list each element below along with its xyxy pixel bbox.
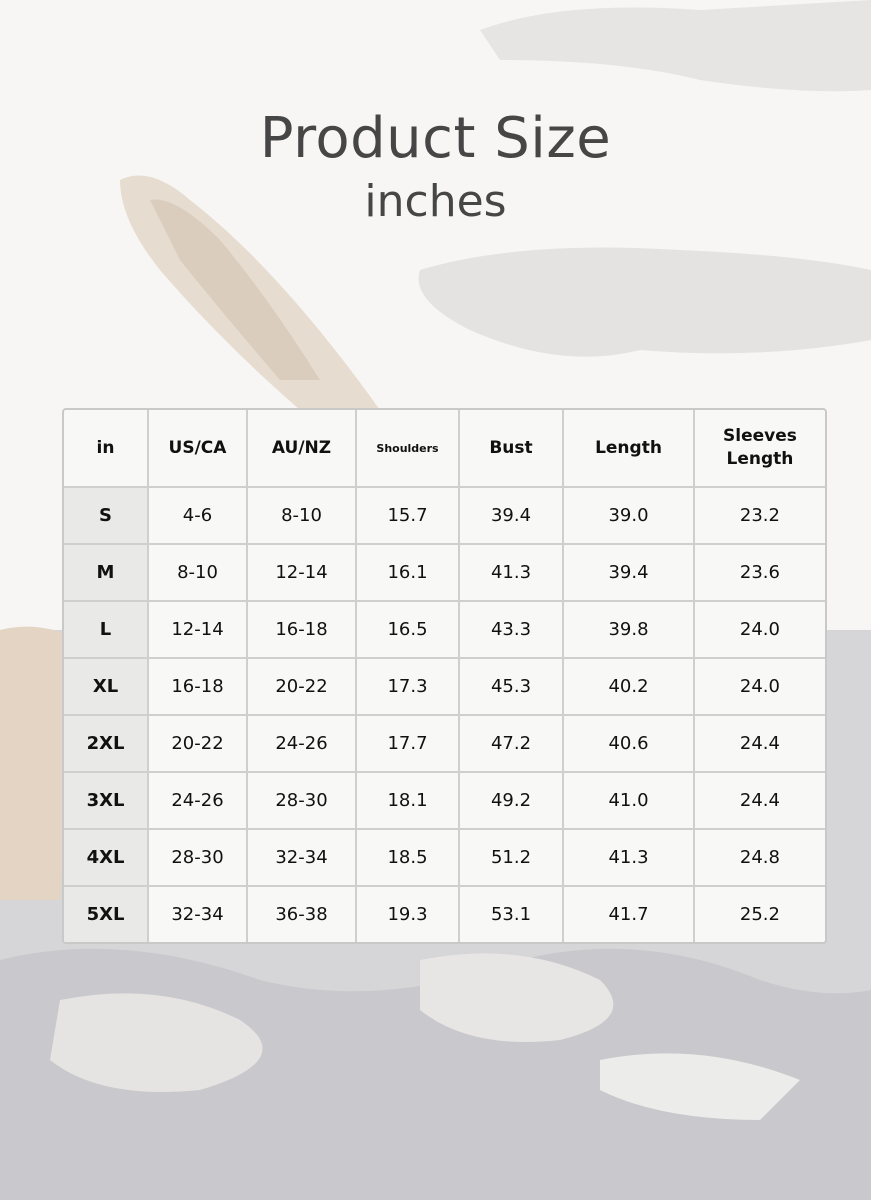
cell-bust: 41.3 — [460, 545, 564, 602]
cell-shoulders: 17.3 — [357, 659, 460, 716]
page-title: Product Size — [259, 106, 612, 171]
cell-size: XL — [64, 659, 149, 716]
cell-bust: 39.4 — [460, 488, 564, 545]
cell-bust: 51.2 — [460, 830, 564, 887]
cell-bust: 45.3 — [460, 659, 564, 716]
cell-us-ca: 24-26 — [149, 773, 248, 830]
header-au-nz: AU/NZ — [248, 410, 357, 488]
cell-size: 4XL — [64, 830, 149, 887]
header-unit: in — [64, 410, 149, 488]
cell-sleeves-length: 23.2 — [695, 488, 825, 545]
cell-us-ca: 20-22 — [149, 716, 248, 773]
cell-sleeves-length: 24.8 — [695, 830, 825, 887]
cell-shoulders: 18.1 — [357, 773, 460, 830]
cell-au-nz: 28-30 — [248, 773, 357, 830]
cell-bust: 53.1 — [460, 887, 564, 942]
cell-us-ca: 28-30 — [149, 830, 248, 887]
cell-au-nz: 16-18 — [248, 602, 357, 659]
cell-size: 2XL — [64, 716, 149, 773]
table-row: 2XL 20-22 24-26 17.7 47.2 40.6 24.4 — [64, 716, 825, 773]
cell-sleeves-length: 24.0 — [695, 659, 825, 716]
cell-length: 41.0 — [564, 773, 695, 830]
cell-size: L — [64, 602, 149, 659]
cell-length: 39.4 — [564, 545, 695, 602]
cell-au-nz: 36-38 — [248, 887, 357, 942]
cell-au-nz: 24-26 — [248, 716, 357, 773]
size-chart-table: in US/CA AU/NZ Shoulders Bust Length Sle… — [62, 408, 827, 944]
cell-us-ca: 4-6 — [149, 488, 248, 545]
cell-bust: 43.3 — [460, 602, 564, 659]
cell-shoulders: 16.1 — [357, 545, 460, 602]
cell-length: 39.8 — [564, 602, 695, 659]
cell-sleeves-length: 25.2 — [739, 904, 780, 925]
table-row: S 4-6 8-10 15.7 39.4 39.0 23.2 — [64, 488, 825, 545]
cell-us-ca: 16-18 — [149, 659, 248, 716]
header-row: in US/CA AU/NZ Shoulders Bust Length Sle… — [64, 410, 825, 488]
cell-sleeves-length: 24.4 — [695, 716, 825, 773]
cell-size: S — [64, 488, 149, 545]
page-subtitle: inches — [364, 176, 507, 227]
cell-sleeves-length: 24.0 — [695, 602, 825, 659]
cell-shoulders: 19.3 — [357, 887, 460, 942]
table-row: 4XL 28-30 32-34 18.5 51.2 41.3 24.8 — [64, 830, 825, 887]
cell-sleeves-length: 24.4 — [695, 773, 825, 830]
cell-sleeves-length: 23.6 — [695, 545, 825, 602]
header-shoulders: Shoulders — [357, 410, 460, 488]
table-row: 5XL 32-34 36-38 19.3 53.1 41.7 25.2 — [64, 887, 825, 942]
cell-length: 39.0 — [564, 488, 695, 545]
cell-au-nz: 12-14 — [248, 545, 357, 602]
cell-us-ca: 8-10 — [149, 545, 248, 602]
cell-bust: 49.2 — [460, 773, 564, 830]
cell-shoulders: 17.7 — [357, 716, 460, 773]
cell-au-nz: 20-22 — [248, 659, 357, 716]
header-sleeves-length: Sleeves Length — [695, 410, 825, 488]
header-length: Length — [564, 410, 695, 488]
cell-us-ca: 32-34 — [149, 887, 248, 942]
cell-bust: 47.2 — [460, 716, 564, 773]
cell-length: 41.7 — [564, 887, 695, 942]
cell-size: M — [64, 545, 149, 602]
table-row: L 12-14 16-18 16.5 43.3 39.8 24.0 — [64, 602, 825, 659]
cell-length: 40.6 — [564, 716, 695, 773]
cell-length: 41.3 — [564, 830, 695, 887]
cell-shoulders: 16.5 — [357, 602, 460, 659]
cell-size: 3XL — [64, 773, 149, 830]
cell-au-nz: 32-34 — [248, 830, 357, 887]
cell-shoulders: 15.7 — [357, 488, 460, 545]
cell-size: 5XL — [64, 887, 149, 942]
header-bust: Bust — [460, 410, 564, 488]
header-us-ca: US/CA — [149, 410, 248, 488]
cell-shoulders: 18.5 — [357, 830, 460, 887]
cell-length: 40.2 — [564, 659, 695, 716]
cell-au-nz: 8-10 — [248, 488, 357, 545]
table-row: M 8-10 12-14 16.1 41.3 39.4 23.6 — [64, 545, 825, 602]
table-row: XL 16-18 20-22 17.3 45.3 40.2 24.0 — [64, 659, 825, 716]
cell-us-ca: 12-14 — [149, 602, 248, 659]
table-row: 3XL 24-26 28-30 18.1 49.2 41.0 24.4 — [64, 773, 825, 830]
